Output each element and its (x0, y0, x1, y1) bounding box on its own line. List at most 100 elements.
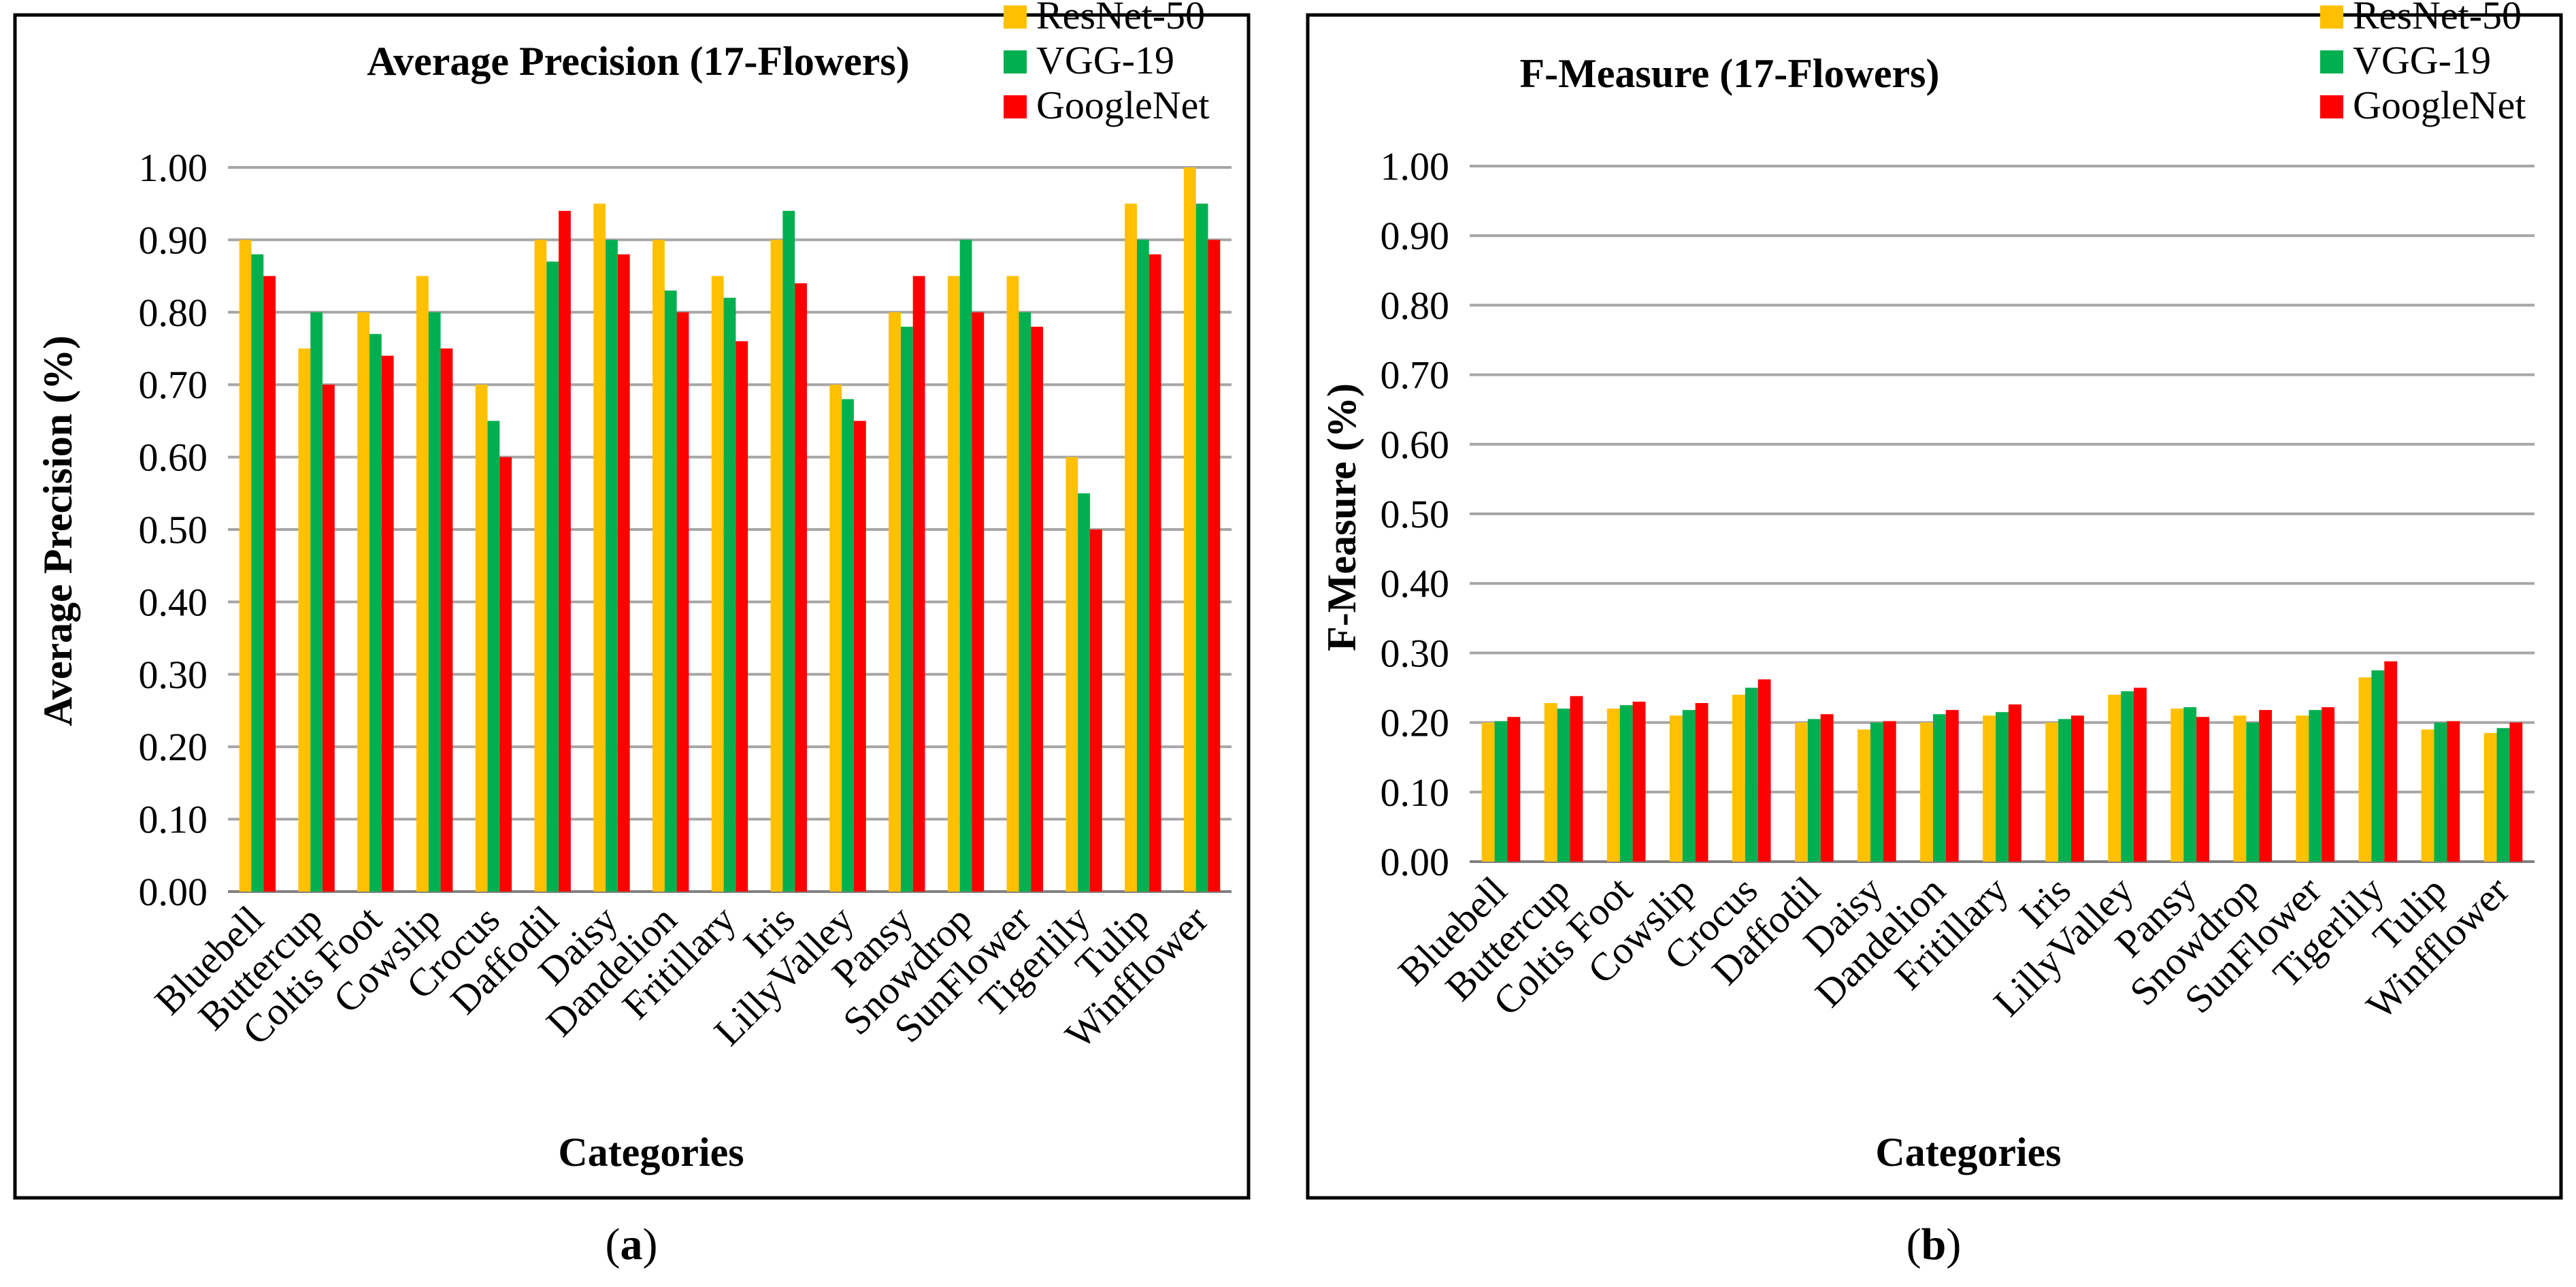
ap-bar-resnet-50 (889, 312, 901, 892)
fm-bar-vgg-19 (1933, 714, 1946, 862)
ap-legend-label: ResNet-50 (1036, 0, 1205, 37)
ap-bar-resnet-50 (239, 240, 252, 892)
ap-ytick-label: 1.00 (139, 146, 208, 190)
ap-bar-googlenet (617, 254, 630, 892)
ap-bar-resnet-50 (947, 276, 960, 892)
fm-bar-googlenet (1507, 717, 1521, 862)
ap-bar-vgg-19 (606, 240, 618, 892)
ap-x-axis-label: Categories (558, 1130, 744, 1175)
ap-ytick-label: 0.90 (139, 218, 208, 262)
fm-bar-resnet-50 (1795, 722, 1808, 862)
ap-legend-swatch (1004, 5, 1027, 29)
fm-bar-resnet-50 (2358, 677, 2372, 862)
ap-ytick-label: 0.10 (139, 798, 208, 842)
ap-bar-resnet-50 (475, 385, 488, 892)
ap-bar-resnet-50 (1066, 457, 1078, 892)
ap-bar-googlenet (499, 457, 512, 892)
ap-bar-vgg-19 (842, 399, 854, 892)
ap-chart-title: Average Precision (17-Flowers) (367, 39, 910, 84)
fm-bar-googlenet (1820, 714, 1834, 862)
ap-y-axis-label: Average Precision (%) (35, 336, 80, 726)
ap-bar-vgg-19 (428, 312, 441, 892)
ap-ytick-label: 0.40 (139, 580, 208, 624)
fm-bar-googlenet (2259, 710, 2273, 862)
ap-bar-googlenet (912, 276, 925, 892)
ap-bar-resnet-50 (416, 276, 429, 892)
ap-legend-label: GoogleNet (1036, 83, 1210, 127)
ap-bar-googlenet (972, 312, 985, 892)
ap-bar-vgg-19 (900, 327, 913, 892)
fm-bar-vgg-19 (1745, 687, 1758, 862)
fm-legend-label: GoogleNet (2353, 83, 2526, 127)
fm-bar-googlenet (2322, 707, 2335, 862)
ap-bar-resnet-50 (770, 240, 783, 892)
fm-bar-vgg-19 (1870, 722, 1883, 862)
fm-legend-swatch (2320, 95, 2343, 118)
fm-ytick-label: 0.80 (1381, 283, 1450, 327)
fm-bar-resnet-50 (2045, 722, 2059, 862)
fm-bar-resnet-50 (1732, 694, 1745, 862)
fm-bar-vgg-19 (2183, 707, 2197, 862)
fm-bar-resnet-50 (2108, 694, 2121, 862)
ap-bar-googlenet (1208, 240, 1221, 892)
ap-bar-googlenet (440, 348, 453, 892)
fm-bar-vgg-19 (2496, 728, 2510, 862)
ap-bar-resnet-50 (711, 276, 724, 892)
fm-bar-vgg-19 (1996, 712, 2009, 862)
ap-legend-swatch (1004, 95, 1027, 118)
ap-bar-googlenet (1089, 530, 1102, 892)
fm-bar-googlenet (2070, 715, 2084, 862)
fm-ytick-label: 0.50 (1381, 492, 1450, 536)
ap-legend-label: VGG-19 (1036, 38, 1174, 82)
ap-bar-vgg-19 (369, 333, 382, 892)
fm-bar-vgg-19 (2246, 722, 2260, 862)
ap-bar-vgg-19 (782, 210, 795, 892)
fm-y-axis-label: F-Measure (%) (1319, 383, 1364, 651)
fm-bar-resnet-50 (1544, 702, 1557, 862)
ap-ytick-label: 0.80 (139, 291, 208, 335)
fm-bar-vgg-19 (2309, 710, 2322, 862)
fm-bar-vgg-19 (2121, 691, 2134, 862)
fm-bar-googlenet (1570, 696, 1583, 862)
fm-ytick-label: 0.70 (1381, 353, 1450, 397)
ap-bar-resnet-50 (653, 240, 665, 892)
fm-bar-googlenet (2196, 717, 2209, 862)
ap-bar-vgg-19 (664, 290, 677, 892)
fm-ytick-label: 0.20 (1381, 701, 1450, 745)
ap-bar-googlenet (1149, 254, 1161, 892)
fm-bar-resnet-50 (1606, 708, 1620, 862)
ap-bar-googlenet (676, 312, 689, 892)
fm-bar-googlenet (2447, 721, 2460, 862)
ap-bar-vgg-19 (546, 261, 559, 892)
fm-legend-label: VGG-19 (2353, 38, 2491, 82)
ap-bar-vgg-19 (310, 312, 323, 892)
ap-legend-swatch (1004, 50, 1027, 74)
fm-bar-resnet-50 (2296, 715, 2309, 862)
fm-ytick-label: 1.00 (1381, 144, 1450, 189)
fm-bar-vgg-19 (2371, 670, 2385, 862)
ap-bar-googlenet (263, 276, 276, 892)
fm-bar-vgg-19 (2058, 719, 2071, 862)
fm-bar-googlenet (1632, 701, 1646, 862)
fm-legend-swatch (2320, 5, 2343, 29)
fm-x-axis-label: Categories (1875, 1130, 2061, 1175)
ap-bar-googlenet (853, 421, 866, 892)
fm-bar-resnet-50 (2170, 708, 2184, 862)
ap-bar-vgg-19 (251, 254, 264, 892)
ap-bar-vgg-19 (1136, 240, 1149, 892)
fm-chart-title: F-Measure (17-Flowers) (1520, 51, 1940, 96)
fm-bar-vgg-19 (1807, 719, 1821, 862)
fm-bar-vgg-19 (1494, 721, 1508, 862)
ap-bar-resnet-50 (357, 312, 370, 892)
fm-legend-label: ResNet-50 (2353, 0, 2522, 37)
ap-bar-googlenet (559, 210, 571, 892)
panel-b-caption: (b) (1906, 1220, 1962, 1269)
fm-ytick-label: 0.30 (1381, 631, 1450, 675)
ap-bar-vgg-19 (1019, 312, 1031, 892)
fm-bar-vgg-19 (2434, 722, 2447, 862)
ap-ytick-label: 0.70 (139, 363, 208, 407)
ap-bar-resnet-50 (1006, 276, 1019, 892)
fm-bar-googlenet (1757, 679, 1771, 862)
ap-bar-googlenet (1031, 327, 1044, 892)
